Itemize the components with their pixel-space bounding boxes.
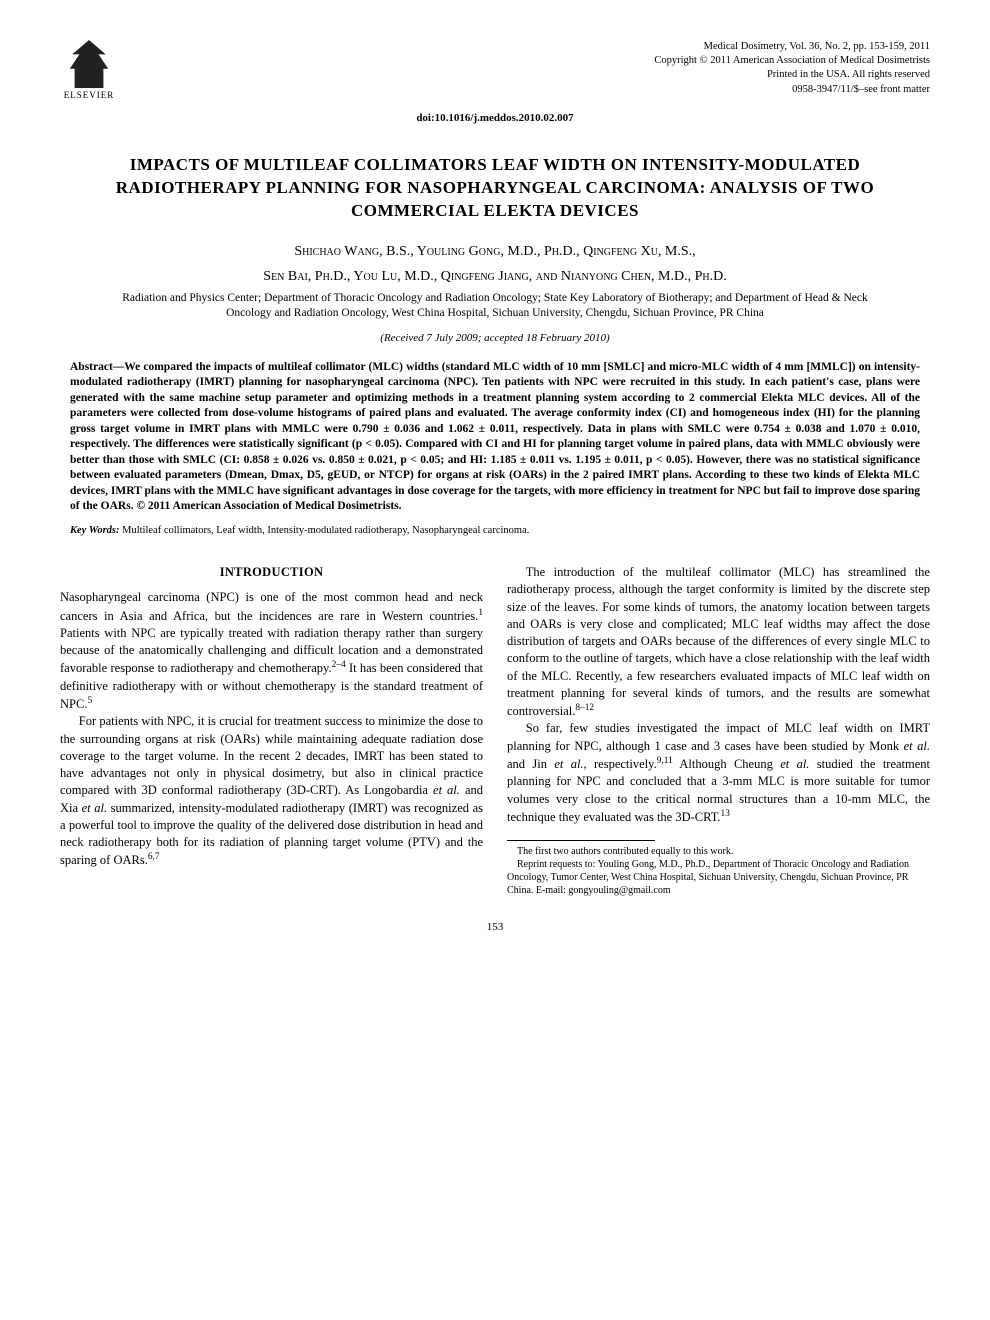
issn-line: 0958-3947/11/$–see front matter	[654, 83, 930, 97]
publisher-logo-text: ELSEVIER	[64, 90, 115, 100]
paragraph-2: For patients with NPC, it is crucial for…	[60, 713, 483, 869]
keywords-label: Key Words:	[70, 525, 120, 536]
citation-ref: 13	[721, 809, 730, 819]
keywords-list: Multileaf collimators, Leaf width, Inten…	[120, 525, 530, 536]
citation-ref: 2–4	[332, 660, 346, 670]
citation-ref: 6,7	[148, 852, 160, 862]
citation-ref: 9,11	[657, 756, 673, 766]
paragraph-4: So far, few studies investigated the imp…	[507, 720, 930, 826]
keywords: Key Words: Multileaf collimators, Leaf w…	[70, 525, 920, 536]
header-meta: Medical Dosimetry, Vol. 36, No. 2, pp. 1…	[654, 40, 930, 97]
paragraph-1: Nasopharyngeal carcinoma (NPC) is one of…	[60, 589, 483, 713]
authors-line-2: Sen Bai, Ph.D., You Lu, M.D., Qingfeng J…	[60, 266, 930, 287]
abstract: Abstract—We compared the impacts of mult…	[70, 360, 920, 515]
copyright-line: Copyright © 2011 American Association of…	[654, 54, 930, 68]
footnote-equal-contribution: The first two authors contributed equall…	[507, 845, 930, 858]
footnote-separator	[507, 840, 655, 841]
section-heading-introduction: INTRODUCTION	[60, 564, 483, 581]
doi: doi:10.1016/j.meddos.2010.02.007	[60, 112, 930, 124]
header-row: ELSEVIER Medical Dosimetry, Vol. 36, No.…	[60, 40, 930, 104]
elsevier-tree-icon	[65, 40, 113, 88]
article-title: IMPACTS OF MULTILEAF COLLIMATORS LEAF WI…	[90, 154, 900, 223]
page-number: 153	[60, 921, 930, 933]
journal-citation: Medical Dosimetry, Vol. 36, No. 2, pp. 1…	[654, 40, 930, 54]
citation-ref: 5	[87, 696, 92, 706]
publisher-logo: ELSEVIER	[60, 40, 118, 104]
citation-ref: 8–12	[575, 703, 594, 713]
paragraph-3: The introduction of the multileaf collim…	[507, 564, 930, 720]
print-line: Printed in the USA. All rights reserved	[654, 68, 930, 82]
citation-ref: 1	[478, 608, 483, 618]
affiliations: Radiation and Physics Center; Department…	[100, 291, 890, 322]
received-accepted-dates: (Received 7 July 2009; accepted 18 Febru…	[60, 332, 930, 344]
body-columns: INTRODUCTION Nasopharyngeal carcinoma (N…	[60, 564, 930, 897]
footnote-reprint: Reprint requests to: Youling Gong, M.D.,…	[507, 858, 930, 897]
authors-line-1: Shichao Wang, B.S., Youling Gong, M.D., …	[60, 241, 930, 262]
